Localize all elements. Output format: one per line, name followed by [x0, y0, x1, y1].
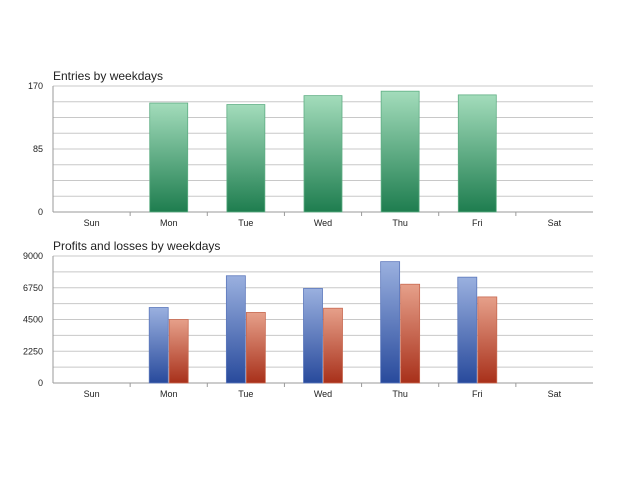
- y-tick-label: 2250: [23, 346, 43, 356]
- y-tick-label: 9000: [23, 251, 43, 261]
- x-tick-label: Mon: [160, 389, 178, 399]
- bars: [148, 261, 498, 384]
- bar: [380, 90, 420, 213]
- bar: [226, 104, 266, 213]
- y-tick-label: 4500: [23, 315, 43, 325]
- bar: [303, 288, 323, 384]
- chart-title: Profits and losses by weekdays: [53, 239, 220, 253]
- y-tick-label: 6750: [23, 283, 43, 293]
- bar: [477, 296, 498, 384]
- x-tick-label: Wed: [314, 218, 332, 228]
- y-tick-label: 0: [38, 378, 43, 388]
- x-tick-label: Sat: [548, 389, 562, 399]
- x-tick-label: Wed: [314, 389, 332, 399]
- x-tick-label: Mon: [160, 218, 178, 228]
- bar: [168, 319, 189, 384]
- y-tick-label: 170: [28, 81, 43, 91]
- y-tick-label: 85: [33, 144, 43, 154]
- x-axis-ticks: Sun Mon Tue Wed Thu Fri Sat: [84, 212, 562, 228]
- x-tick-label: Fri: [472, 389, 483, 399]
- y-tick-label: 0: [38, 207, 43, 217]
- chart-title: Entries by weekdays: [53, 69, 163, 83]
- y-axis-ticks: 0 85 170: [28, 81, 43, 217]
- x-axis-ticks: Sun Mon Tue Wed Thu Fri Sat: [84, 383, 562, 399]
- grid-lines: [52, 255, 593, 384]
- x-tick-label: Sun: [84, 389, 100, 399]
- bar: [380, 261, 401, 384]
- bar: [225, 275, 246, 384]
- bar: [245, 312, 266, 384]
- bar: [323, 307, 343, 384]
- bar: [457, 94, 497, 213]
- x-tick-label: Fri: [472, 218, 483, 228]
- bar: [149, 102, 189, 213]
- x-tick-label: Sat: [548, 218, 562, 228]
- y-axis-ticks: 0 2250 4500 6750 9000: [23, 251, 43, 388]
- profits-losses-chart: Profits and losses by weekdays 0 2250 4500…: [23, 239, 593, 399]
- x-tick-label: Thu: [392, 389, 408, 399]
- bar: [148, 307, 169, 384]
- x-tick-label: Sun: [84, 218, 100, 228]
- x-tick-label: Tue: [238, 389, 253, 399]
- bar: [457, 276, 478, 384]
- bar: [400, 283, 421, 384]
- x-tick-label: Thu: [392, 218, 408, 228]
- x-tick-label: Tue: [238, 218, 253, 228]
- entries-chart: Entries by weekdays 0 85 170 Sun Mon Tue Wed T…: [28, 69, 593, 228]
- bars: [149, 90, 497, 213]
- bar: [303, 95, 343, 213]
